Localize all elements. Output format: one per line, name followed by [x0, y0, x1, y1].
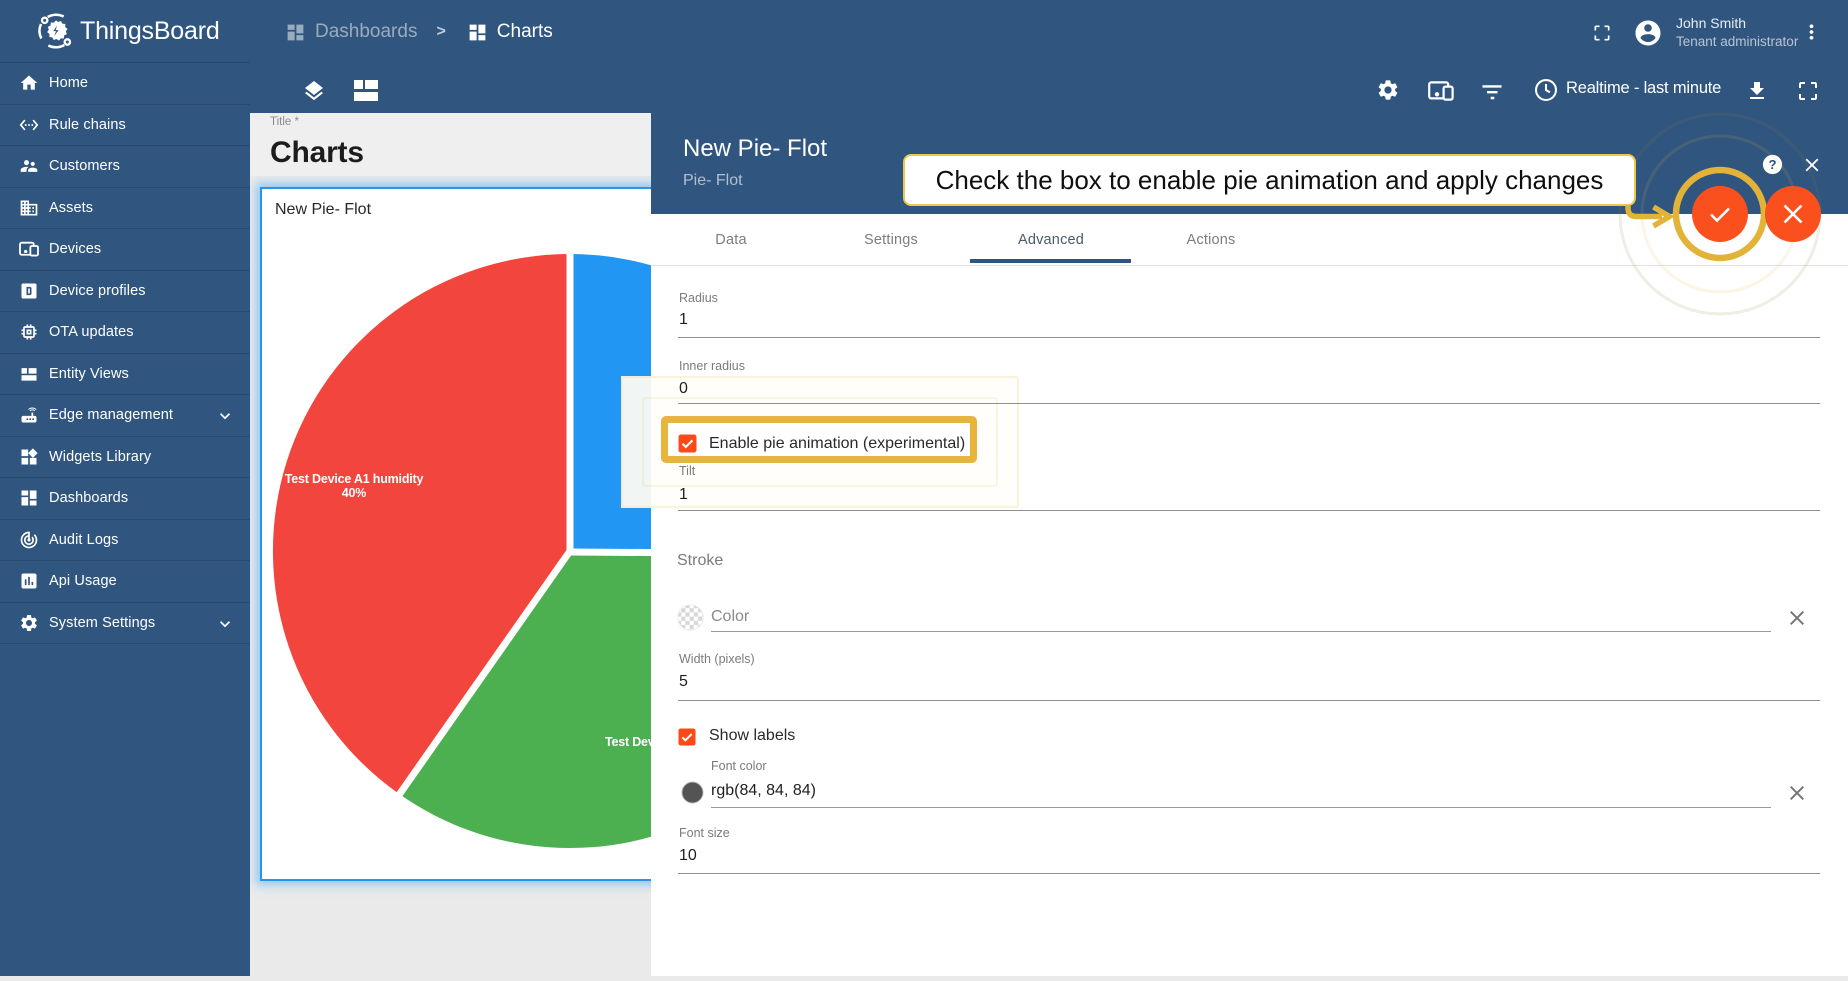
svg-text:Test Device A1 humidity: Test Device A1 humidity: [285, 472, 424, 486]
svg-text:40%: 40%: [342, 486, 367, 500]
svg-text:Test Device A1 temperature: Test Device A1 temperature: [605, 735, 651, 749]
